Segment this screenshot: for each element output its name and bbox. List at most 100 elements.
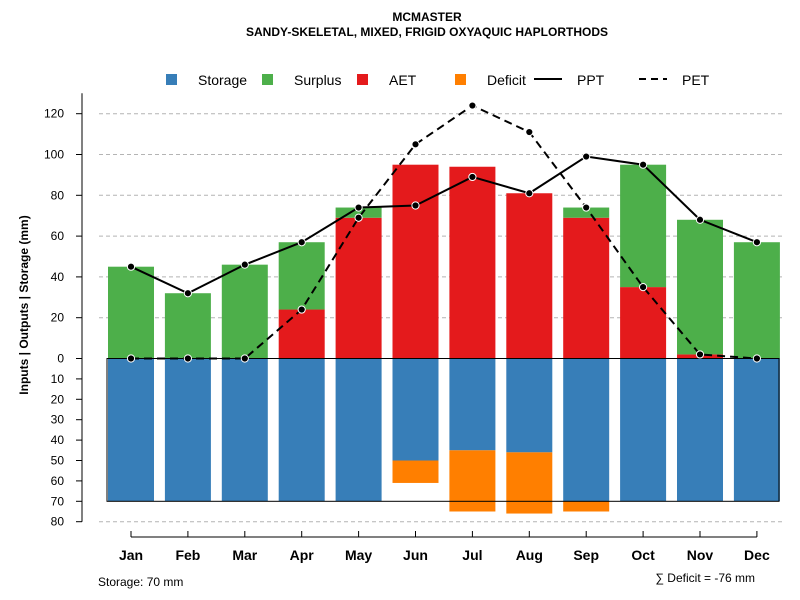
point-pet-dec xyxy=(752,354,762,363)
y-tick-label-40: 40 xyxy=(51,270,65,284)
y-tick-label-0: 0 xyxy=(57,352,64,366)
y-tick-label-80: 80 xyxy=(51,188,65,202)
deficit-footnote: ∑ Deficit = -76 mm xyxy=(655,571,755,585)
bar-storage-jun xyxy=(392,358,439,461)
series-lines xyxy=(126,101,762,363)
bar-deficit-jul xyxy=(449,450,496,512)
bar-storage-may xyxy=(335,358,382,502)
legend-label-aet: AET xyxy=(389,72,417,88)
chart-subtitle: SANDY-SKELETAL, MIXED, FRIGID OXYAQUIC H… xyxy=(246,25,608,39)
point-ppt-oct xyxy=(639,160,648,169)
bar-storage-apr xyxy=(278,358,325,502)
point-ppt-jun xyxy=(411,201,420,210)
bar-surplus-mar xyxy=(221,264,268,359)
bar-surplus-may xyxy=(335,207,382,218)
x-tick-label-aug: Aug xyxy=(516,547,543,563)
point-ppt-may xyxy=(354,203,363,212)
bar-aet-sep xyxy=(563,217,610,359)
point-ppt-mar xyxy=(240,260,249,269)
bar-surplus-dec xyxy=(733,242,780,359)
legend-swatch-deficit xyxy=(455,74,466,85)
x-tick-label-feb: Feb xyxy=(175,547,200,563)
bar-surplus-nov xyxy=(677,219,723,355)
point-pet-jan xyxy=(126,354,136,363)
bar-storage-sep xyxy=(563,358,610,502)
legend-swatch-storage xyxy=(166,74,177,85)
legend-label-surplus: Surplus xyxy=(294,72,341,88)
y-tick-label-neg-70: 70 xyxy=(51,494,65,508)
gridlines xyxy=(99,113,782,523)
x-tick-label-apr: Apr xyxy=(290,547,315,563)
y-tick-label-neg-40: 40 xyxy=(51,433,65,447)
x-tick-label-dec: Dec xyxy=(744,547,770,563)
x-tick-label-may: May xyxy=(345,547,372,563)
bar-storage-dec xyxy=(733,358,780,502)
series-line-ppt xyxy=(130,155,758,295)
point-pet-feb xyxy=(183,354,192,363)
point-ppt-sep xyxy=(582,152,591,161)
point-pet-sep xyxy=(582,203,591,212)
legend-swatch-aet xyxy=(357,74,368,85)
y-tick-label-neg-80: 80 xyxy=(51,515,65,529)
legend-swatch-surplus xyxy=(262,74,273,85)
bar-aet-may xyxy=(335,217,382,359)
legend-item-storage: Storage xyxy=(166,72,247,88)
x-tick-label-oct: Oct xyxy=(631,547,655,563)
legend-label-ppt: PPT xyxy=(577,72,605,88)
y-tick-label-neg-60: 60 xyxy=(51,474,65,488)
point-pet-aug xyxy=(525,127,534,137)
point-ppt-jan xyxy=(126,262,136,271)
bar-storage-oct xyxy=(620,358,667,502)
bar-aet-aug xyxy=(506,193,553,359)
x-tick-label-sep: Sep xyxy=(573,547,599,563)
point-ppt-aug xyxy=(525,189,534,198)
point-pet-oct xyxy=(639,283,648,292)
legend-item-surplus: Surplus xyxy=(262,72,341,88)
bar-deficit-aug xyxy=(506,452,553,514)
y-tick-label-60: 60 xyxy=(51,229,65,243)
point-pet-jul xyxy=(468,101,477,110)
point-pet-jun xyxy=(411,140,420,149)
bar-storage-aug xyxy=(506,358,553,453)
series-line-pet xyxy=(131,104,757,360)
bar-aet-apr xyxy=(278,309,325,359)
x-tick-label-nov: Nov xyxy=(687,547,714,563)
bar-aet-jul xyxy=(449,166,496,359)
x-tick-label-jul: Jul xyxy=(462,547,482,563)
legend-label-deficit: Deficit xyxy=(487,72,526,88)
legend-item-aet: AET xyxy=(357,72,417,88)
x-tick-label-jan: Jan xyxy=(119,547,143,563)
point-pet-nov xyxy=(695,350,705,359)
legend-label-pet: PET xyxy=(682,72,710,88)
y-tick-label-neg-20: 20 xyxy=(51,392,65,406)
legend-label-storage: Storage xyxy=(198,72,247,88)
bar-aet-oct xyxy=(620,287,667,359)
legend-item-ppt: PPT xyxy=(534,72,605,88)
y-tick-label-neg-10: 10 xyxy=(51,372,65,386)
bar-surplus-jan xyxy=(108,266,154,359)
y-tick-label-100: 100 xyxy=(44,148,64,162)
bar-storage-feb xyxy=(164,358,211,502)
point-pet-apr xyxy=(297,305,306,314)
point-ppt-apr xyxy=(297,238,306,247)
x-tick-label-mar: Mar xyxy=(232,547,257,563)
axes: 0 20 40 60 80 100 120 10 20 30 40 50 60 70 80 Jan Feb Mar… xyxy=(44,93,770,563)
bar-storage-jan xyxy=(108,358,154,502)
bar-surplus-apr xyxy=(278,242,325,310)
bar-deficit-sep xyxy=(563,501,610,512)
y-axis-title: Inputs | Outputs | Storage (mm) xyxy=(17,215,31,394)
legend: Storage Surplus AET Deficit PPT PET xyxy=(166,72,710,88)
point-ppt-feb xyxy=(183,289,192,298)
point-pet-mar xyxy=(240,354,249,363)
y-tick-label-20: 20 xyxy=(51,311,65,325)
storage-footnote: Storage: 70 mm xyxy=(98,575,183,589)
y-tick-label-neg-30: 30 xyxy=(51,413,65,427)
legend-item-deficit: Deficit xyxy=(455,72,526,88)
bar-aet-jun xyxy=(392,164,439,359)
y-tick-label-120: 120 xyxy=(44,107,64,121)
bar-surplus-feb xyxy=(164,293,211,359)
point-ppt-nov xyxy=(695,215,705,224)
bar-storage-jul xyxy=(449,358,496,451)
bar-surplus-sep xyxy=(563,207,610,218)
